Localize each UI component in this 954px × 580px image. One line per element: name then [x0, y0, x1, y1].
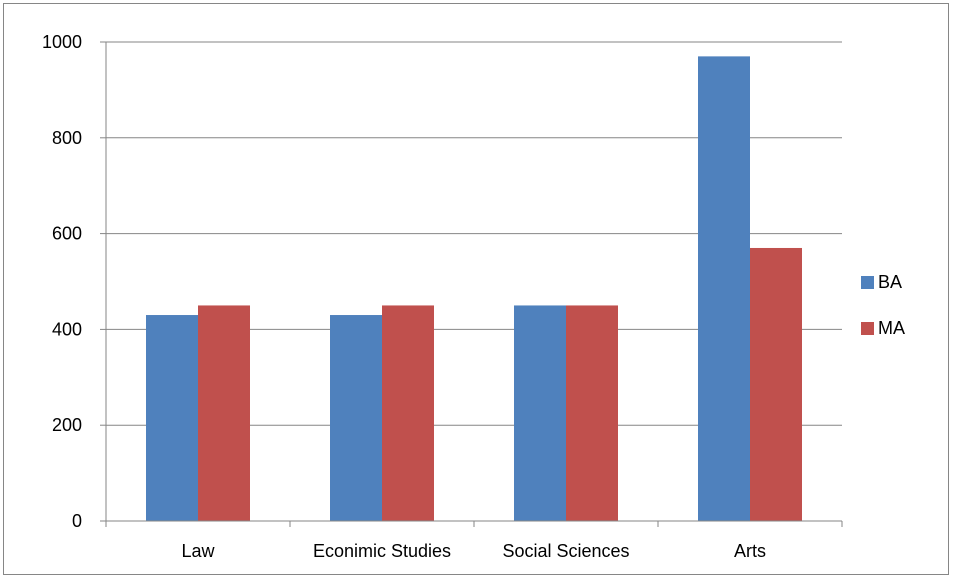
legend-swatch-ma — [861, 322, 874, 335]
x-tick-label: Social Sciences — [502, 541, 629, 561]
bar-ba-econimic-studies — [330, 315, 382, 521]
legend-label-ma: MA — [878, 318, 905, 338]
y-tick-label: 800 — [52, 128, 82, 148]
y-tick-label: 400 — [52, 319, 82, 339]
y-tick-label: 1000 — [42, 32, 82, 52]
legend-label-ba: BA — [878, 272, 902, 292]
axes: 0 200 400 600 800 1000 Law Econimic Studies Soci… — [42, 32, 843, 561]
y-tick-label: 200 — [52, 415, 82, 435]
x-tick-label: Arts — [734, 541, 766, 561]
bars — [146, 56, 802, 522]
bar-ma-arts — [750, 247, 802, 521]
legend: BA MA — [861, 272, 905, 338]
bar-ma-law — [198, 305, 250, 521]
bar-ma-social-sciences — [566, 305, 618, 521]
y-tick-label: 0 — [72, 511, 82, 531]
bar-ma-econimic-studies — [382, 305, 434, 521]
bar-ba-law — [146, 315, 198, 521]
bar-ba-social-sciences — [514, 305, 566, 521]
x-tick-label: Law — [181, 541, 215, 561]
x-tick-label: Econimic Studies — [313, 541, 451, 561]
legend-swatch-ba — [861, 276, 874, 289]
bar-ba-arts — [698, 56, 750, 522]
y-tick-label: 600 — [52, 224, 82, 244]
